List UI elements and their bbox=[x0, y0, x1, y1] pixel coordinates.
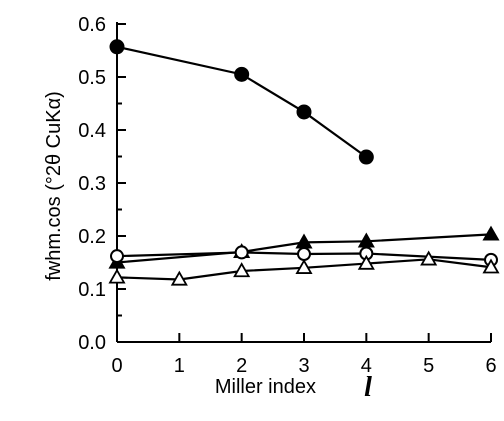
data-point bbox=[296, 104, 312, 120]
data-point bbox=[110, 249, 124, 264]
series-layer bbox=[108, 39, 500, 286]
data-point bbox=[234, 245, 249, 260]
data-point bbox=[109, 39, 125, 55]
data-point bbox=[170, 270, 188, 286]
x-tick-label: 6 bbox=[485, 355, 496, 377]
data-point bbox=[482, 258, 500, 274]
y-axis-title: fwhm.cos (°2θ CuKα) bbox=[43, 91, 65, 281]
x-tick-label: 0 bbox=[111, 355, 122, 377]
y-tick-label: 0.6 bbox=[78, 14, 106, 36]
y-tick-label: 0.2 bbox=[78, 226, 106, 248]
y-tick-label: 0.5 bbox=[78, 67, 106, 89]
x-axis-symbol: l bbox=[364, 372, 372, 403]
x-tick-label: 1 bbox=[174, 355, 185, 377]
data-point bbox=[234, 66, 250, 82]
data-point bbox=[358, 149, 374, 165]
y-tick-label: 0.1 bbox=[78, 279, 106, 301]
x-tick-label: 4 bbox=[361, 355, 372, 377]
y-tick-label: 0.0 bbox=[78, 332, 106, 354]
data-point bbox=[420, 250, 438, 266]
x-tick-label: 5 bbox=[423, 355, 434, 377]
y-tick-label: 0.3 bbox=[78, 173, 106, 195]
x-axis-title: Miller index bbox=[215, 376, 316, 398]
data-point bbox=[482, 225, 500, 241]
data-point bbox=[295, 258, 313, 274]
series-line-1 bbox=[116, 45, 367, 158]
data-point bbox=[233, 262, 251, 278]
data-point bbox=[357, 254, 375, 270]
x-tick-label: 2 bbox=[236, 355, 247, 377]
axes: 0.0 0.1 0.2 0.3 0.4 0.5 0.6 0 1 2 3 4 5 6 bbox=[78, 14, 496, 377]
y-tick-label: 0.4 bbox=[78, 120, 106, 142]
data-point bbox=[297, 247, 311, 262]
data-point bbox=[108, 268, 126, 284]
x-tick-label: 3 bbox=[298, 355, 309, 377]
